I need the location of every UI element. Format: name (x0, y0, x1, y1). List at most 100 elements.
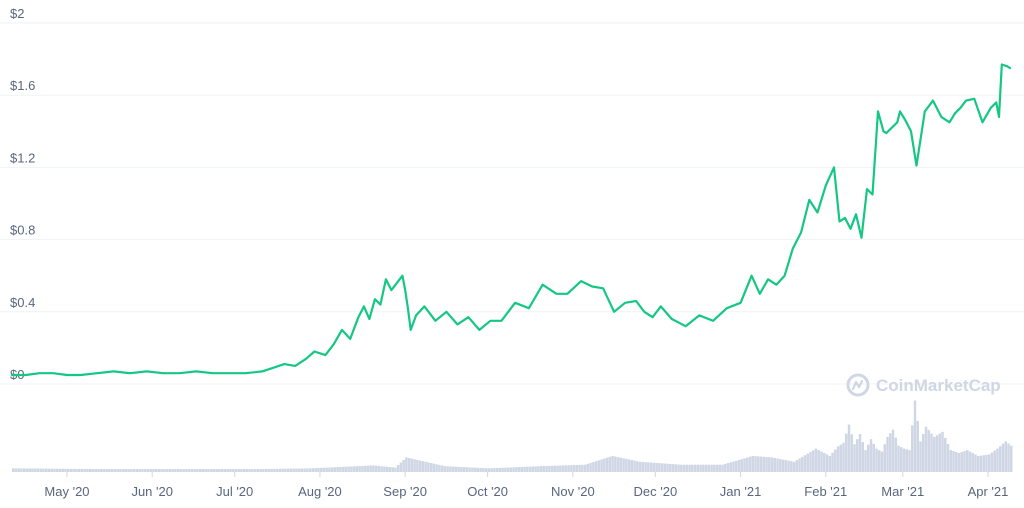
volume-bar (927, 430, 930, 472)
volume-bar (440, 465, 444, 472)
volume-bar (358, 466, 361, 472)
volume-bar (897, 445, 900, 472)
volume-bar (1007, 443, 1010, 472)
volume-bar (603, 458, 606, 472)
x-tick-label: Apr '21 (968, 484, 1009, 499)
volume-bar (465, 467, 469, 472)
volume-bar (825, 454, 829, 472)
volume-bar (561, 465, 565, 472)
volume-bar (264, 468, 268, 472)
volume-bar (110, 469, 114, 472)
volume-bar (119, 469, 122, 472)
volume-bar (660, 463, 664, 472)
volume-bar (498, 467, 502, 472)
volume-bar (273, 468, 276, 472)
volume-bar (952, 451, 955, 472)
volume-bar (627, 459, 631, 472)
volume-bar (55, 468, 59, 472)
volume-bar (160, 469, 163, 472)
volume-bar (713, 464, 716, 472)
volume-bar (988, 454, 991, 472)
volume-bar (955, 452, 958, 472)
volume-bar (218, 469, 221, 472)
volume-bar (619, 457, 623, 472)
volume-bar (484, 468, 488, 472)
volume-bar (220, 469, 224, 472)
volume-bar (259, 469, 262, 472)
volume-bar (113, 469, 117, 472)
volume-bar (924, 426, 928, 472)
volume-bar (471, 467, 474, 472)
x-tick-label: Oct '20 (467, 484, 508, 499)
volume-bar (616, 457, 620, 472)
volume-bar (350, 466, 353, 472)
volume-bar (179, 469, 183, 472)
volume-bar (902, 448, 906, 472)
volume-bar (957, 453, 961, 472)
x-tick-label: Feb '21 (804, 484, 847, 499)
volume-bar (270, 468, 273, 472)
volume-bar (501, 467, 504, 472)
volume-bar (429, 463, 433, 472)
volume-bar (644, 462, 647, 472)
x-tick-label: Jul '20 (216, 484, 253, 499)
volume-bar (75, 468, 78, 472)
volume-bars (12, 400, 1013, 472)
volume-bar (581, 464, 584, 472)
watermark: CoinMarketCap (846, 373, 1001, 397)
volume-bar (427, 462, 430, 472)
volume-bar (795, 460, 799, 472)
volume-bar (385, 466, 389, 472)
volume-bar (545, 465, 548, 472)
volume-bar (748, 456, 752, 472)
volume-bar (974, 454, 977, 472)
volume-bar (537, 466, 540, 472)
volume-bar (300, 468, 304, 472)
volume-bar (586, 463, 590, 472)
volume-bar (677, 464, 680, 472)
volume-bar (911, 425, 914, 472)
volume-bar (380, 466, 383, 472)
volume-bar (212, 469, 216, 472)
volume-bar (715, 464, 719, 472)
volume-bar (539, 466, 543, 472)
volume-bar (363, 465, 367, 472)
volume-bar (737, 459, 741, 472)
x-tick-label: Jun '20 (131, 484, 173, 499)
volume-bar (267, 468, 271, 472)
x-tick-label: May '20 (44, 484, 89, 499)
volume-bar (311, 468, 315, 472)
volume-bar (176, 469, 180, 472)
volume-bar (146, 469, 150, 472)
volume-bar (344, 466, 348, 472)
volume-bar (391, 467, 394, 472)
volume-bar (366, 465, 370, 472)
volume-bar (308, 468, 312, 472)
volume-bar (787, 460, 790, 472)
volume-bar (457, 466, 460, 472)
volume-bar (303, 468, 306, 472)
y-tick-label: $1.6 (10, 78, 35, 93)
volume-bar (798, 458, 801, 472)
volume-bar (880, 451, 884, 472)
x-tick-label: Sep '20 (383, 484, 427, 499)
volume-bar (817, 450, 821, 472)
volume-bar (352, 466, 356, 472)
volume-bar (295, 468, 298, 472)
volume-bar (831, 452, 834, 472)
volume-bar (127, 469, 130, 472)
volume-bar (28, 468, 31, 472)
volume-bar (781, 459, 785, 472)
volume-bar (971, 453, 974, 472)
volume-bar (495, 468, 499, 472)
volume-bar (872, 443, 876, 472)
volume-bar (550, 465, 554, 472)
volume-bar (845, 433, 848, 472)
volume-bar (36, 468, 40, 472)
volume-bar (938, 433, 941, 472)
volume-bar (996, 448, 999, 472)
volume-bar (193, 469, 196, 472)
volume-bar (454, 466, 458, 472)
volume-bar (754, 456, 757, 472)
volume-bar (779, 459, 782, 472)
